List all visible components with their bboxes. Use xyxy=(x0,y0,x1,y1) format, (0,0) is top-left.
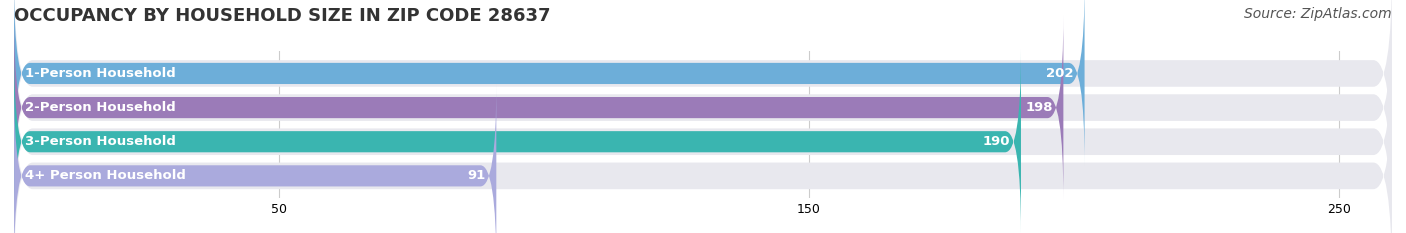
Text: 3-Person Household: 3-Person Household xyxy=(25,135,176,148)
FancyBboxPatch shape xyxy=(14,16,1063,199)
Text: 1-Person Household: 1-Person Household xyxy=(25,67,176,80)
Text: 198: 198 xyxy=(1025,101,1053,114)
FancyBboxPatch shape xyxy=(14,0,1392,180)
Text: 2-Person Household: 2-Person Household xyxy=(25,101,176,114)
FancyBboxPatch shape xyxy=(14,50,1021,233)
FancyBboxPatch shape xyxy=(14,36,1392,233)
FancyBboxPatch shape xyxy=(14,70,1392,233)
Text: 91: 91 xyxy=(467,169,485,182)
FancyBboxPatch shape xyxy=(14,84,496,233)
Text: 202: 202 xyxy=(1046,67,1074,80)
Text: 4+ Person Household: 4+ Person Household xyxy=(25,169,186,182)
Text: OCCUPANCY BY HOUSEHOLD SIZE IN ZIP CODE 28637: OCCUPANCY BY HOUSEHOLD SIZE IN ZIP CODE … xyxy=(14,7,551,25)
Text: Source: ZipAtlas.com: Source: ZipAtlas.com xyxy=(1244,7,1392,21)
FancyBboxPatch shape xyxy=(14,0,1084,165)
FancyBboxPatch shape xyxy=(14,1,1392,214)
Text: 190: 190 xyxy=(983,135,1011,148)
